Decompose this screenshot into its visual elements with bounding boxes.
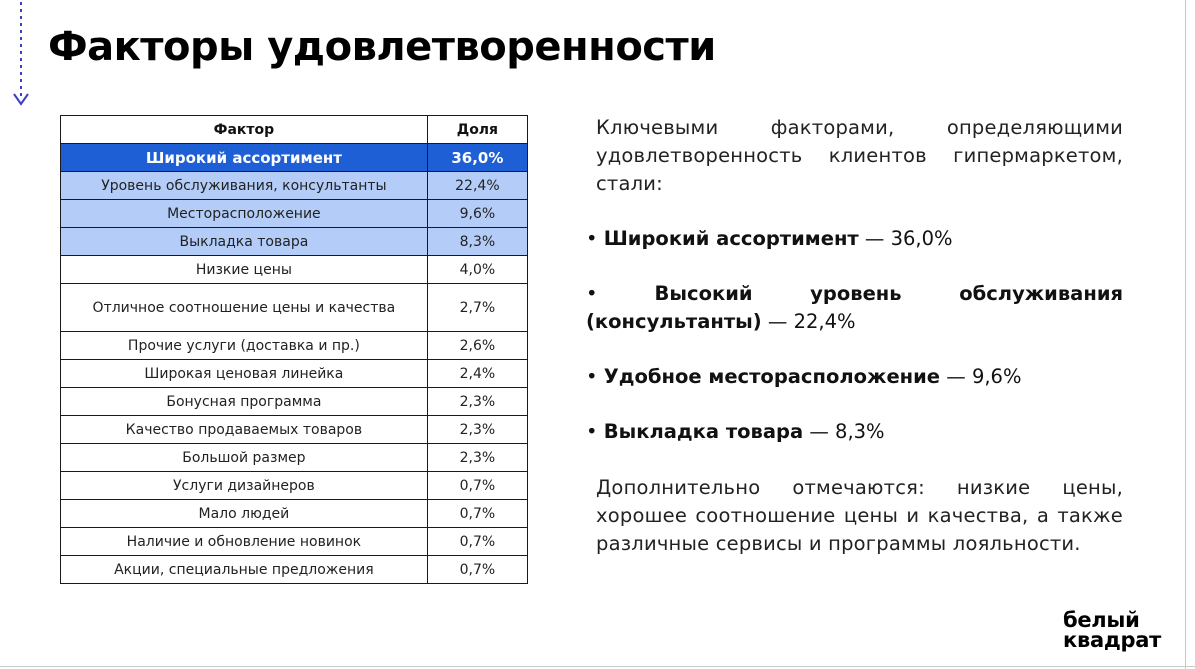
factor-cell: Прочие услуги (доставка и пр.) (60, 331, 428, 360)
column-header-share: Доля (426, 115, 529, 144)
factor-cell: Акции, специальные предложения (60, 555, 428, 584)
share-cell: 2,4% (426, 359, 529, 388)
bullet-label: Широкий ассортимент (603, 227, 859, 250)
table-row: Месторасположение 9,6% (60, 199, 529, 228)
slide-right-border (1185, 0, 1186, 669)
factors-table: Фактор Доля Широкий ассортимент 36,0% Ур… (60, 115, 529, 584)
table-header-row: Фактор Доля (60, 115, 529, 144)
factor-cell: Широкая ценовая линейка (60, 359, 428, 388)
factor-cell: Отличное соотношение цены и качества (60, 283, 428, 332)
bullet-marker: • (586, 227, 598, 250)
table-row: Большой размер 2,3% (60, 443, 529, 472)
share-cell: 8,3% (426, 227, 529, 256)
share-cell: 2,6% (426, 331, 529, 360)
share-cell: 0,7% (426, 471, 529, 500)
share-cell: 2,7% (426, 283, 529, 332)
dotted-arrow-down-icon (13, 2, 29, 106)
share-cell: 22,4% (426, 171, 529, 200)
factor-cell: Мало людей (60, 499, 428, 528)
bullet-value: — 36,0% (864, 227, 953, 250)
table-row: Уровень обслуживания, консультанты 22,4% (60, 171, 529, 200)
table-row: Отличное соотношение цены и качества 2,7… (60, 283, 529, 332)
bullet-marker: • (586, 282, 598, 305)
table-row: Акции, специальные предложения 0,7% (60, 555, 529, 584)
bullet-item: • Выкладка товара — 8,3% (586, 418, 1123, 446)
factor-cell: Бонусная программа (60, 387, 428, 416)
bullet-item: • Широкий ассортимент — 36,0% (586, 225, 1123, 253)
logo-line-2: квадрат (1063, 628, 1161, 652)
table-row: Низкие цены 4,0% (60, 255, 529, 284)
share-cell: 2,3% (426, 415, 529, 444)
page-title: Факторы удовлетворенности (48, 24, 716, 70)
share-cell: 9,6% (426, 199, 529, 228)
bullet-marker: • (586, 365, 598, 388)
additional-paragraph: Дополнительно отмечаются: низкие цены, х… (596, 476, 1123, 555)
share-cell: 0,7% (426, 555, 529, 584)
table-row: Мало людей 0,7% (60, 499, 529, 528)
factor-cell: Низкие цены (60, 255, 428, 284)
factor-cell: Услуги дизайнеров (60, 471, 428, 500)
table-row: Выкладка товара 8,3% (60, 227, 529, 256)
table-row: Широкая ценовая линейка 2,4% (60, 359, 529, 388)
factor-cell: Месторасположение (60, 199, 428, 228)
bullet-value: — 22,4% (767, 310, 856, 333)
bullet-item: • Высокий уровень обслуживания (консульт… (586, 280, 1123, 336)
bullet-marker: • (586, 420, 598, 443)
factor-cell: Выкладка товара (60, 227, 428, 256)
slide-bottom-border (0, 666, 1195, 667)
share-cell: 0,7% (426, 527, 529, 556)
table-row: Наличие и обновление новинок 0,7% (60, 527, 529, 556)
table-row: Качество продаваемых товаров 2,3% (60, 415, 529, 444)
share-cell: 36,0% (426, 143, 529, 172)
factor-cell: Наличие и обновление новинок (60, 527, 428, 556)
factor-cell: Широкий ассортимент (60, 143, 428, 172)
bullet-value: — 8,3% (809, 420, 885, 443)
bullet-label: Выкладка товара (603, 420, 804, 443)
table-row: Бонусная программа 2,3% (60, 387, 529, 416)
table-row: Прочие услуги (доставка и пр.) 2,6% (60, 331, 529, 360)
intro-paragraph: Ключевыми факторами, определяющими удовл… (596, 116, 1123, 195)
logo-line-1: белый (1063, 608, 1140, 632)
factor-cell: Большой размер (60, 443, 428, 472)
share-cell: 2,3% (426, 387, 529, 416)
share-cell: 4,0% (426, 255, 529, 284)
factor-cell: Качество продаваемых товаров (60, 415, 428, 444)
share-cell: 0,7% (426, 499, 529, 528)
brand-logo: белый квадрат (1063, 608, 1161, 652)
bullet-label: Высокий уровень обслуживания (консультан… (586, 282, 1123, 333)
table-row: Широкий ассортимент 36,0% (60, 143, 529, 172)
bullet-item: • Удобное месторасположение — 9,6% (586, 363, 1123, 391)
table-row: Услуги дизайнеров 0,7% (60, 471, 529, 500)
column-header-factor: Фактор (60, 115, 428, 144)
share-cell: 2,3% (426, 443, 529, 472)
bullet-label: Удобное месторасположение (603, 365, 941, 388)
bullet-value: — 9,6% (946, 365, 1022, 388)
factor-cell: Уровень обслуживания, консультанты (60, 171, 428, 200)
